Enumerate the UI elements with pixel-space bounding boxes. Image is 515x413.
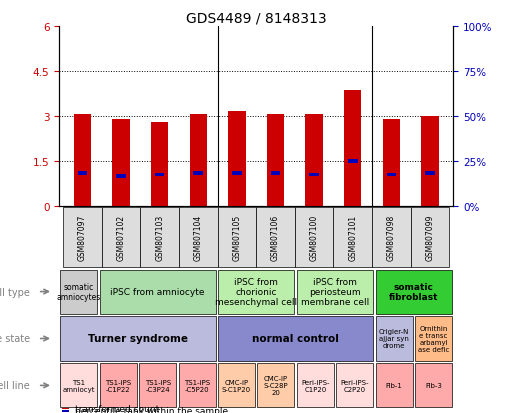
Bar — [310, 173, 319, 177]
Text: TS1-iPS
-C5P20: TS1-iPS -C5P20 — [184, 379, 210, 392]
Bar — [305, 115, 323, 206]
Text: Turner syndrome: Turner syndrome — [88, 334, 188, 344]
Bar — [271, 172, 280, 176]
Text: GSM807105: GSM807105 — [232, 214, 242, 261]
Bar — [116, 175, 126, 178]
FancyBboxPatch shape — [218, 270, 295, 314]
Bar — [179, 207, 217, 268]
FancyBboxPatch shape — [179, 363, 216, 408]
Text: CMC-iP
S-C28P
20: CMC-iP S-C28P 20 — [264, 375, 288, 395]
Text: somatic
fibroblast: somatic fibroblast — [389, 282, 439, 301]
FancyBboxPatch shape — [297, 363, 334, 408]
FancyBboxPatch shape — [375, 270, 452, 314]
Text: normal control: normal control — [252, 334, 339, 344]
Bar — [217, 207, 256, 268]
Text: Fib-3: Fib-3 — [425, 382, 442, 389]
Text: TS1-iPS
-C3P24: TS1-iPS -C3P24 — [145, 379, 171, 392]
Bar — [155, 173, 164, 177]
Bar — [387, 173, 396, 177]
Bar — [232, 172, 242, 176]
FancyBboxPatch shape — [375, 363, 413, 408]
Bar — [372, 207, 410, 268]
Bar — [102, 207, 140, 268]
Text: cell type: cell type — [0, 287, 30, 297]
Bar — [151, 123, 168, 206]
Text: TS1-iPS
-C1P22: TS1-iPS -C1P22 — [105, 379, 131, 392]
Title: GDS4489 / 8148313: GDS4489 / 8148313 — [186, 12, 327, 26]
Bar — [74, 115, 91, 206]
FancyBboxPatch shape — [218, 363, 255, 408]
FancyBboxPatch shape — [415, 363, 452, 408]
FancyBboxPatch shape — [336, 363, 373, 408]
FancyBboxPatch shape — [297, 270, 373, 314]
Bar — [425, 172, 435, 176]
FancyBboxPatch shape — [218, 317, 373, 361]
FancyBboxPatch shape — [139, 363, 176, 408]
Text: GSM807102: GSM807102 — [116, 214, 126, 261]
Text: GSM807101: GSM807101 — [348, 214, 357, 261]
Bar — [410, 207, 449, 268]
Bar — [112, 120, 130, 206]
Text: iPSC from amniocyte: iPSC from amniocyte — [111, 287, 205, 297]
Bar — [256, 207, 295, 268]
FancyBboxPatch shape — [258, 363, 295, 408]
Text: GSM807103: GSM807103 — [155, 214, 164, 261]
Text: cell line: cell line — [0, 380, 30, 390]
Bar — [334, 207, 372, 268]
Text: iPSC from
periosteum
membrane cell: iPSC from periosteum membrane cell — [301, 277, 369, 307]
FancyBboxPatch shape — [415, 317, 452, 361]
FancyBboxPatch shape — [60, 317, 216, 361]
FancyBboxPatch shape — [375, 317, 413, 361]
Bar — [62, 408, 70, 409]
Text: CMC-iP
S-C1P20: CMC-iP S-C1P20 — [222, 379, 251, 392]
Text: TS1
amniocyt: TS1 amniocyt — [63, 379, 95, 392]
FancyBboxPatch shape — [100, 363, 137, 408]
Text: GSM807099: GSM807099 — [425, 214, 435, 261]
Bar — [78, 172, 87, 176]
Bar — [190, 115, 207, 206]
Text: GSM807104: GSM807104 — [194, 214, 203, 261]
Text: GSM807098: GSM807098 — [387, 214, 396, 261]
Text: Peri-iPS-
C2P20: Peri-iPS- C2P20 — [340, 379, 369, 392]
Text: GSM807097: GSM807097 — [78, 214, 87, 261]
Bar — [62, 410, 70, 412]
Bar — [228, 112, 246, 206]
Bar — [63, 207, 102, 268]
Bar — [348, 160, 357, 164]
Bar — [140, 207, 179, 268]
Text: percentile rank within the sample: percentile rank within the sample — [75, 406, 228, 413]
Text: somatic
amniocytes: somatic amniocytes — [57, 282, 101, 301]
FancyBboxPatch shape — [60, 363, 97, 408]
Text: iPSC from
chorionic
mesenchymal cell: iPSC from chorionic mesenchymal cell — [215, 277, 297, 307]
FancyBboxPatch shape — [60, 270, 97, 314]
Text: Crigler-N
ajjar syn
drome: Crigler-N ajjar syn drome — [379, 329, 409, 349]
Text: transformed count: transformed count — [75, 404, 159, 413]
Bar — [421, 116, 439, 206]
Bar — [267, 115, 284, 206]
Text: GSM807106: GSM807106 — [271, 214, 280, 261]
Bar — [295, 207, 334, 268]
Text: GSM807100: GSM807100 — [310, 214, 319, 261]
Text: disease state: disease state — [0, 334, 30, 344]
Text: Fib-1: Fib-1 — [386, 382, 403, 389]
Text: Peri-iPS-
C1P20: Peri-iPS- C1P20 — [301, 379, 330, 392]
Text: Ornithin
e transc
arbamyl
ase defic: Ornithin e transc arbamyl ase defic — [418, 325, 449, 352]
Bar — [194, 172, 203, 176]
Bar — [344, 91, 362, 206]
FancyBboxPatch shape — [100, 270, 216, 314]
Bar — [383, 120, 400, 206]
